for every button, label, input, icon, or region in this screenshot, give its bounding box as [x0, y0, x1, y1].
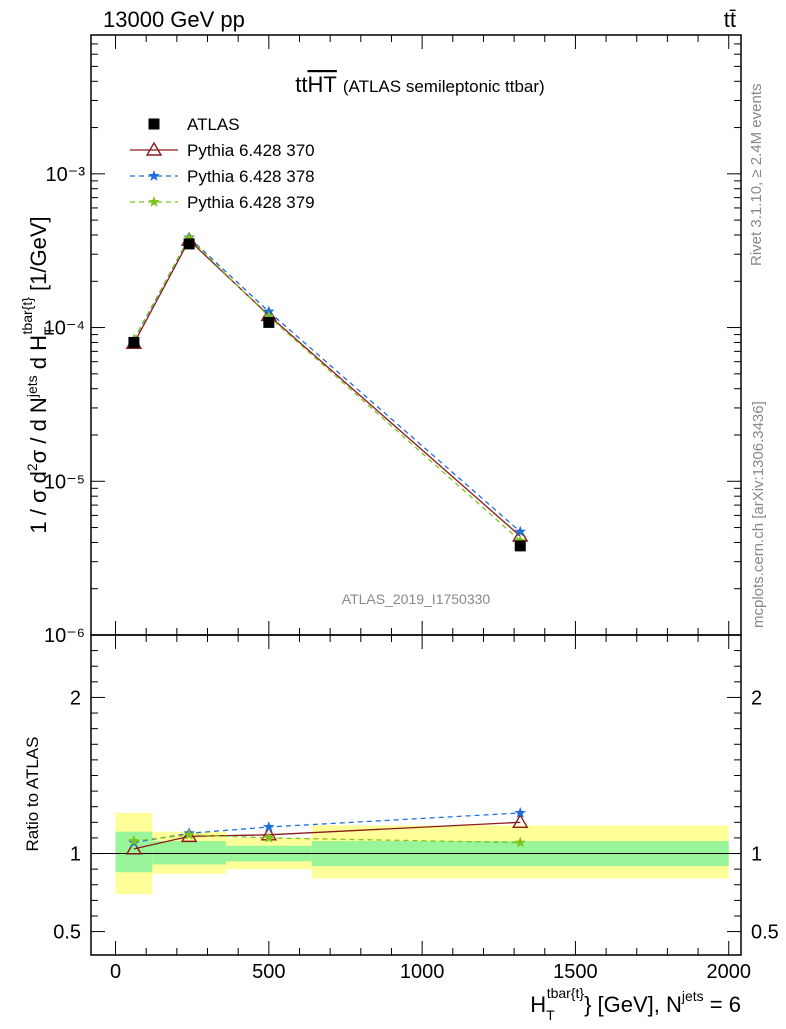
mcplots-label: mcplots.cern.ch [arXiv:1306.3436]: [750, 401, 767, 628]
ratio-plot-marks: [125, 806, 529, 855]
x-tick-label: 500: [252, 961, 285, 983]
y-axis-label-text: 1 / σ d2σ / d Njets d HTtbar{t} [1/GeV]: [19, 216, 57, 533]
x-axis-label: HTtbar{t}} [GeV], Njets = 6: [530, 985, 741, 1023]
legend-marker-1: [145, 141, 163, 156]
ratio-y-tick-label-right: 1: [751, 844, 762, 866]
ratio-plot-panel: 0.5 0.5 1 1 2 2 0 500 1000 1500 2000: [53, 634, 779, 983]
ratio-plot-frame: [90, 634, 742, 956]
main-y-tick-label: 10⁻⁶: [44, 625, 85, 647]
ratio-point-1-2: [263, 821, 275, 832]
main-y-axis-label: 1 / σ d2σ / d Njets d HTtbar{t} [1/GeV]: [19, 216, 57, 533]
x-tick-label: 1000: [400, 961, 445, 983]
data-point-2-3: [514, 525, 526, 537]
ratio-bands: [91, 812, 741, 895]
ratio-y-tick-label-right: 2: [751, 687, 762, 709]
legend-entry-label-0: ATLAS: [187, 115, 240, 134]
legend-entry-label-2: Pythia 6.428 378: [187, 167, 315, 186]
process-label: tt̄: [724, 7, 736, 32]
ratio-y-tick-label: 2: [70, 687, 81, 709]
legend-entry-label-1: Pythia 6.428 370: [187, 141, 315, 160]
ratio-y-tick-label: 1: [70, 844, 81, 866]
legend-entry-label-3: Pythia 6.428 379: [187, 193, 315, 212]
data-point-0-1: [183, 238, 195, 250]
data-point-3-2: [263, 310, 275, 322]
main-y-tick-label: 10⁻⁴: [44, 318, 85, 340]
plot-title: tt HT (ATLAS semileptonic ttbar): [295, 72, 544, 97]
ratio-point-2-2: [263, 831, 275, 843]
title-main: tt: [295, 72, 307, 97]
analysis-watermark: ATLAS_2019_I1750330: [342, 591, 491, 607]
data-point-0-3: [514, 540, 526, 552]
legend-marker-0: [148, 118, 160, 130]
ratio-point-0-3: [512, 813, 529, 829]
rivet-version-label: Rivet 3.1.10, ≥ 2.4M events: [748, 84, 765, 267]
ratio-point-2-1: [183, 828, 195, 840]
ratio-y-axis-label: Ratio to ATLAS: [23, 737, 42, 852]
main-plot-axes: 10⁻⁶ 10⁻⁵ 10⁻⁴ 10⁻³: [44, 34, 741, 647]
x-tick-label: 1500: [553, 961, 598, 983]
x-tick-label: 0: [110, 961, 121, 983]
ratio-plot-axes: 0.5 0.5 1 1 2 2 0 500 1000 1500 2000: [53, 635, 779, 983]
title-overline: HT: [308, 72, 337, 97]
title-subtitle: (ATLAS semileptonic ttbar): [343, 77, 545, 96]
main-plot-panel: 10⁻⁶ 10⁻⁵ 10⁻⁴ 10⁻³ tt HT (ATLAS semilepton…: [44, 34, 742, 647]
series-line-2: [133, 236, 521, 533]
ratio-line-2: [133, 834, 521, 844]
data-point-0-2: [263, 316, 275, 328]
data-point-0-0: [128, 336, 140, 348]
data-point-3-1: [183, 232, 195, 243]
main-plot-marks: [125, 231, 529, 552]
main-y-tick-label: 10⁻⁵: [44, 471, 85, 493]
main-y-tick-label: 10⁻³: [46, 164, 86, 186]
stat-uncertainty-band-1: [152, 841, 226, 865]
ratio-point-2-0: [128, 835, 140, 846]
legend-marker-3: [148, 196, 160, 207]
ratio-point-1-3: [514, 806, 526, 818]
ratio-line-0: [133, 821, 521, 850]
ratio-point-0-1: [180, 827, 198, 843]
data-point-3-3: [514, 534, 526, 546]
legend: ATLAS Pythia 6.428 370 Pythia 6.428 378 Pyt…: [130, 115, 315, 212]
ratio-point-2-3: [514, 836, 526, 848]
series-line-1: [133, 239, 521, 537]
ratio-y-tick-label: 0.5: [53, 922, 81, 944]
ratio-y-tick-label-right: 0.5: [751, 922, 779, 944]
energy-label: 13000 GeV pp: [103, 7, 245, 32]
legend-marker-2: [148, 170, 160, 181]
x-tick-label: 2000: [706, 961, 751, 983]
series-line-3: [133, 237, 521, 542]
ratio-point-0-0: [125, 840, 143, 855]
